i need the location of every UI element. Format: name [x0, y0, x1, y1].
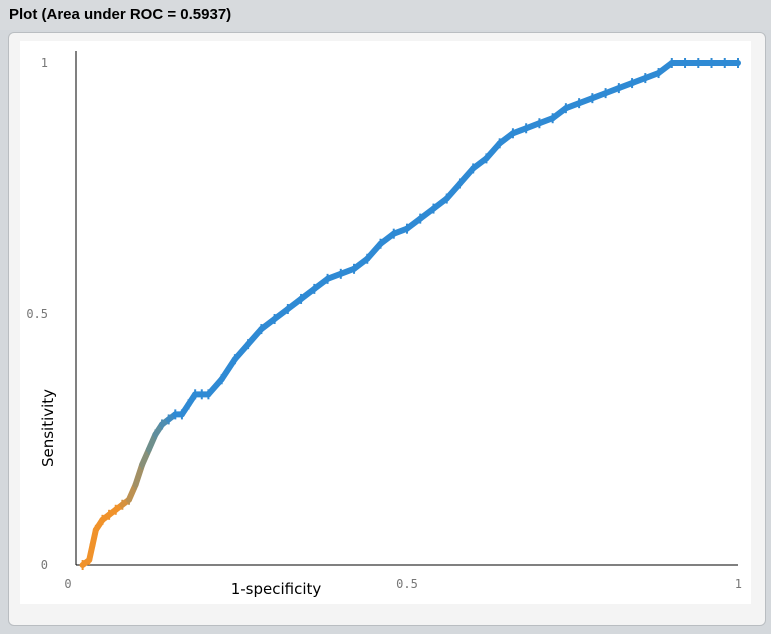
x-tick-label: 1 — [735, 577, 742, 591]
roc-curve-segment — [245, 326, 265, 348]
x-axis-label: 1-specificity — [231, 580, 322, 598]
y-tick-label: 0 — [41, 558, 48, 572]
roc-curve-segment — [132, 461, 146, 488]
plot-title: Plot (Area under ROC = 0.5937) — [9, 6, 232, 23]
plot-area — [20, 41, 751, 604]
roc-curve-segment — [456, 165, 477, 187]
roc-curve-segment — [443, 180, 463, 202]
title-bar: Plot (Area under ROC = 0.5937) — [0, 0, 771, 30]
x-tick-label: 0.5 — [396, 577, 418, 591]
roc-curve-segment — [231, 341, 252, 363]
y-tick-label: 1 — [41, 56, 48, 70]
roc-curve-segment — [483, 140, 503, 162]
y-axis-label: Sensitivity — [39, 389, 57, 467]
roc-curve-segment — [364, 240, 384, 262]
x-tick-label: 0 — [64, 577, 71, 591]
roc-curve-segment — [205, 376, 225, 398]
roc-curve-segment — [218, 356, 238, 383]
y-tick-label: 0.5 — [26, 307, 48, 321]
